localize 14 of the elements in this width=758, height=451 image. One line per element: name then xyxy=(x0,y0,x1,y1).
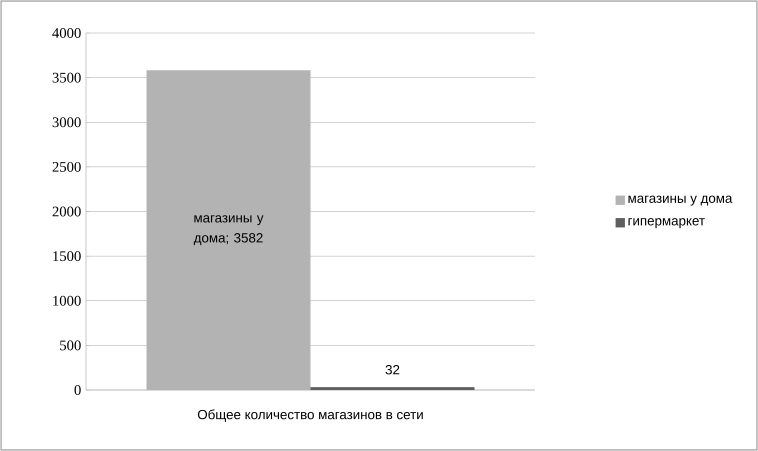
y-tick-label: 3500 xyxy=(52,72,81,83)
y-tick-label: 2000 xyxy=(52,206,81,216)
y-tick-label: 1000 xyxy=(53,296,81,306)
data-label: магазины у дома; 3582 xyxy=(194,215,264,246)
y-tick-label: 4000 xyxy=(52,28,81,38)
x-tick-label: Общее количество магазинов в сети xyxy=(198,409,423,422)
legend-label: магазины у дома xyxy=(628,196,732,206)
y-tick-label: 1500 xyxy=(53,251,81,262)
y-tick-label: 500 xyxy=(60,340,81,350)
y-tick-label: 0 xyxy=(74,385,81,395)
y-tick-label: 2500 xyxy=(52,162,81,172)
legend-label: гипермаркет xyxy=(628,218,705,228)
data-label: 32 xyxy=(386,365,400,374)
y-tick-label: 3000 xyxy=(52,117,81,128)
